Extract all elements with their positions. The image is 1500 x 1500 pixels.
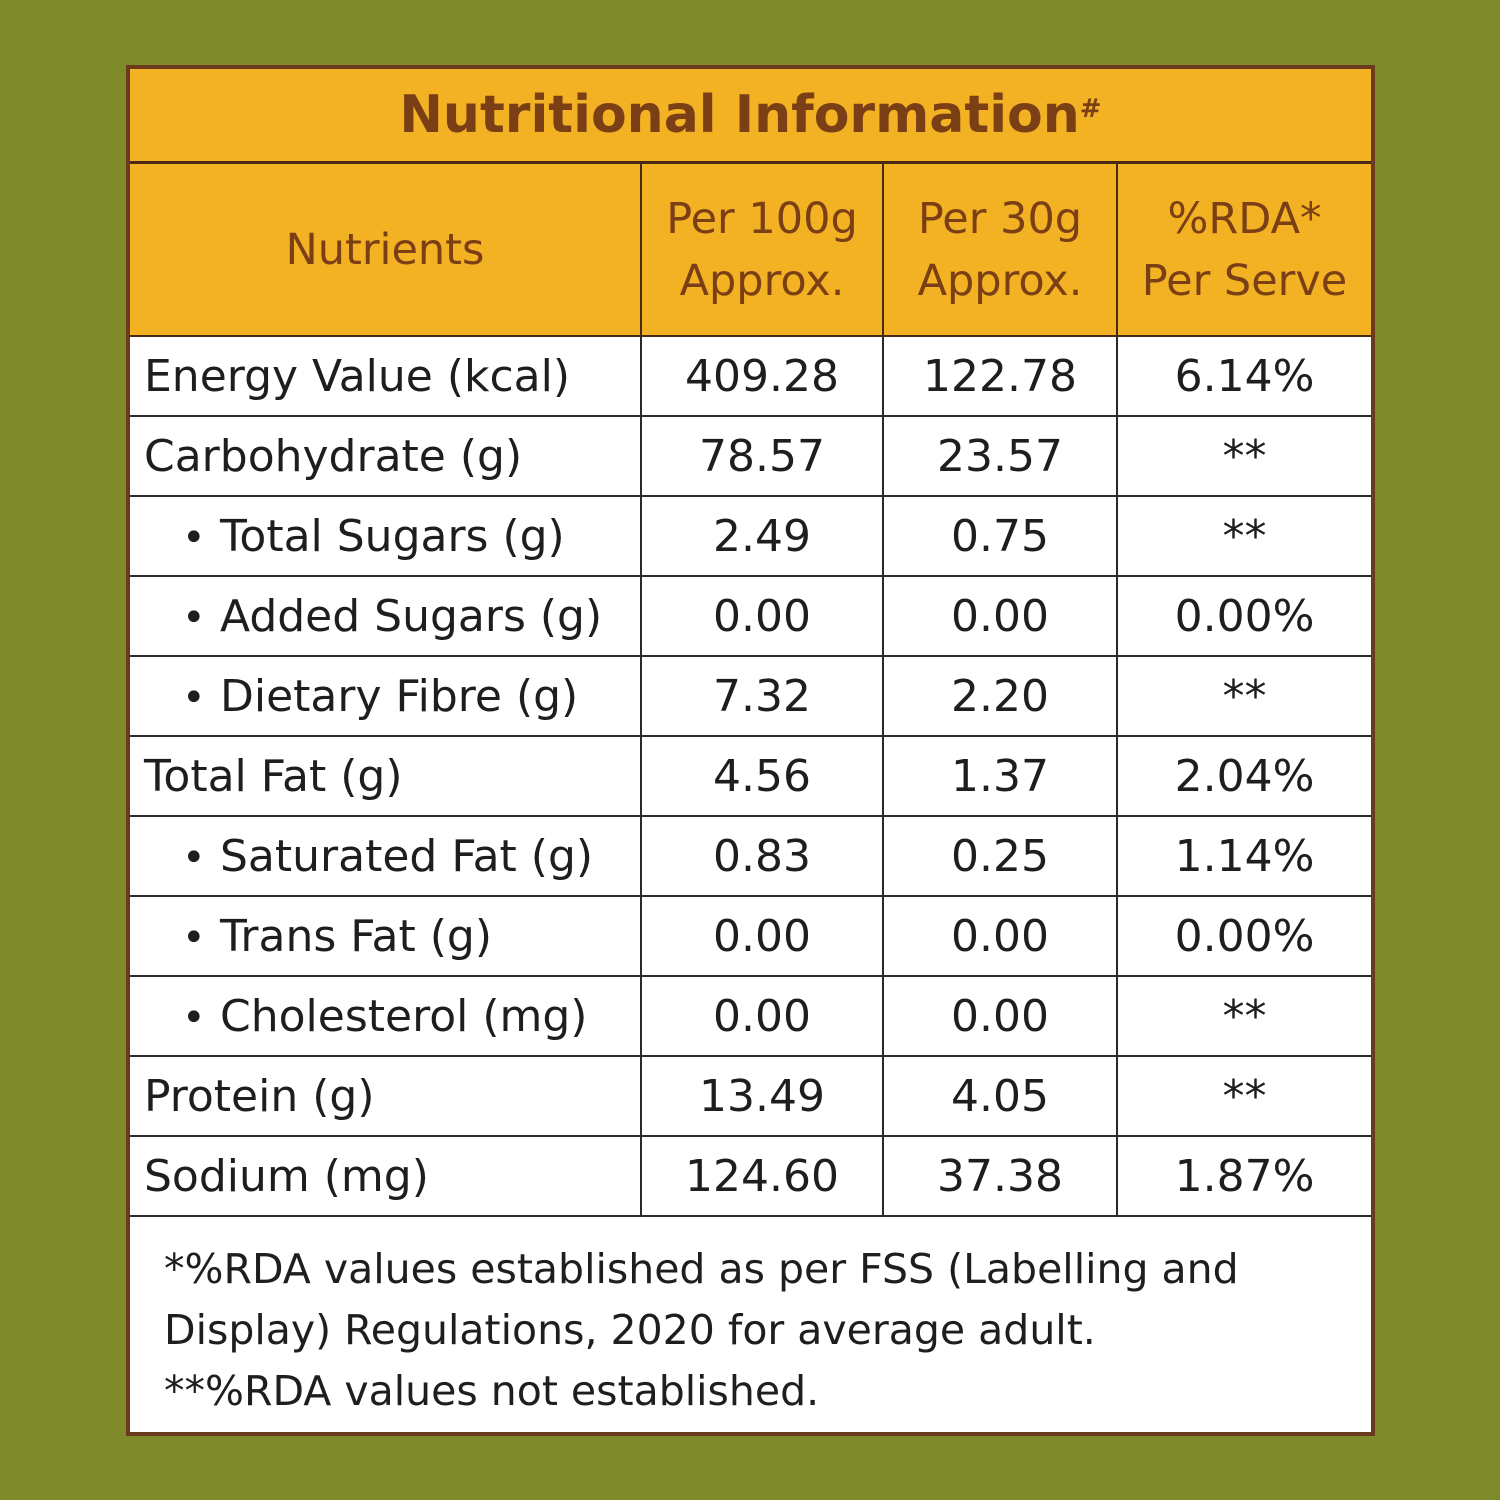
value-per-30g: 23.57 [883, 416, 1118, 497]
bullet-icon: • [182, 834, 206, 881]
page-title: Nutritional Information [399, 85, 1080, 145]
value-per-100g: 0.00 [641, 976, 884, 1057]
nutrition-label: Nutritional Information # Nutrients Per 1… [126, 65, 1375, 1436]
value-per-100g: 2.49 [641, 496, 884, 577]
value-per-100g: 0.00 [641, 896, 884, 977]
bullet-icon: • [182, 594, 206, 641]
value-per-30g: 0.00 [883, 976, 1118, 1057]
nutrient-name: Carbohydrate (g) [130, 416, 642, 497]
value-rda: ** [1117, 496, 1371, 577]
value-per-30g: 0.25 [883, 816, 1118, 897]
value-rda: 1.14% [1117, 816, 1371, 897]
value-rda: 0.00% [1117, 576, 1371, 657]
title-mark: # [1079, 94, 1102, 124]
nutrient-name: • Added Sugars (g) [130, 576, 642, 657]
header-nutrients: Nutrients [130, 164, 642, 337]
value-rda: ** [1117, 416, 1371, 497]
table-row: Carbohydrate (g) 78.57 23.57 ** [130, 416, 1371, 497]
bullet-icon: • [182, 914, 206, 961]
value-per-30g: 37.38 [883, 1136, 1118, 1217]
value-rda: 1.87% [1117, 1136, 1371, 1217]
header-per-100g: Per 100g Approx. [641, 164, 884, 337]
value-rda: ** [1117, 1056, 1371, 1137]
table-row: Energy Value (kcal) 409.28 122.78 6.14% [130, 336, 1371, 417]
nutrient-name: Energy Value (kcal) [130, 336, 642, 417]
table-row: • Saturated Fat (g) 0.83 0.25 1.14% [130, 816, 1371, 897]
table-row: • Cholesterol (mg) 0.00 0.00 ** [130, 976, 1371, 1057]
nutrient-name: Total Fat (g) [130, 736, 642, 817]
value-per-100g: 4.56 [641, 736, 884, 817]
table-row: • Trans Fat (g) 0.00 0.00 0.00% [130, 896, 1371, 977]
table-row: Total Fat (g) 4.56 1.37 2.04% [130, 736, 1371, 817]
value-per-100g: 409.28 [641, 336, 884, 417]
bullet-icon: • [182, 514, 206, 561]
value-rda: 6.14% [1117, 336, 1371, 417]
nutrient-name: Sodium (mg) [130, 1136, 642, 1217]
nutrition-table: Nutrients Per 100g Approx. Per 30g Approx.… [130, 164, 1371, 1217]
nutrient-name: • Total Sugars (g) [130, 496, 642, 577]
value-per-100g: 13.49 [641, 1056, 884, 1137]
value-per-100g: 124.60 [641, 1136, 884, 1217]
bullet-icon: • [182, 994, 206, 1041]
table-row: Sodium (mg) 124.60 37.38 1.87% [130, 1136, 1371, 1217]
footnote-line: *%RDA values established as per FSS (Lab… [164, 1245, 1239, 1293]
bullet-icon: • [182, 674, 206, 721]
nutrient-name: • Saturated Fat (g) [130, 816, 642, 897]
value-per-30g: 1.37 [883, 736, 1118, 817]
value-per-100g: 0.00 [641, 576, 884, 657]
footnote-line: Display) Regulations, 2020 for average a… [164, 1306, 1096, 1354]
header-per-30g: Per 30g Approx. [883, 164, 1118, 337]
nutrient-name: • Cholesterol (mg) [130, 976, 642, 1057]
nutrient-name: • Trans Fat (g) [130, 896, 642, 977]
title-bar: Nutritional Information # [130, 69, 1371, 164]
value-per-100g: 78.57 [641, 416, 884, 497]
footnotes: *%RDA values established as per FSS (Lab… [130, 1217, 1371, 1422]
value-rda: 0.00% [1117, 896, 1371, 977]
table-row: Protein (g) 13.49 4.05 ** [130, 1056, 1371, 1137]
value-rda: ** [1117, 976, 1371, 1057]
value-rda: 2.04% [1117, 736, 1371, 817]
value-per-30g: 122.78 [883, 336, 1118, 417]
value-per-30g: 0.75 [883, 496, 1118, 577]
value-per-30g: 2.20 [883, 656, 1118, 737]
value-per-100g: 7.32 [641, 656, 884, 737]
table-row: • Dietary Fibre (g) 7.32 2.20 ** [130, 656, 1371, 737]
header-rda: %RDA* Per Serve [1117, 164, 1371, 337]
table-header-row: Nutrients Per 100g Approx. Per 30g Approx.… [130, 164, 1371, 337]
value-per-30g: 0.00 [883, 896, 1118, 977]
table-row: • Total Sugars (g) 2.49 0.75 ** [130, 496, 1371, 577]
value-per-30g: 0.00 [883, 576, 1118, 657]
value-rda: ** [1117, 656, 1371, 737]
value-per-30g: 4.05 [883, 1056, 1118, 1137]
value-per-100g: 0.83 [641, 816, 884, 897]
table-row: • Added Sugars (g) 0.00 0.00 0.00% [130, 576, 1371, 657]
footnote-line: **%RDA values not established. [164, 1367, 820, 1415]
nutrient-name: Protein (g) [130, 1056, 642, 1137]
nutrient-name: • Dietary Fibre (g) [130, 656, 642, 737]
